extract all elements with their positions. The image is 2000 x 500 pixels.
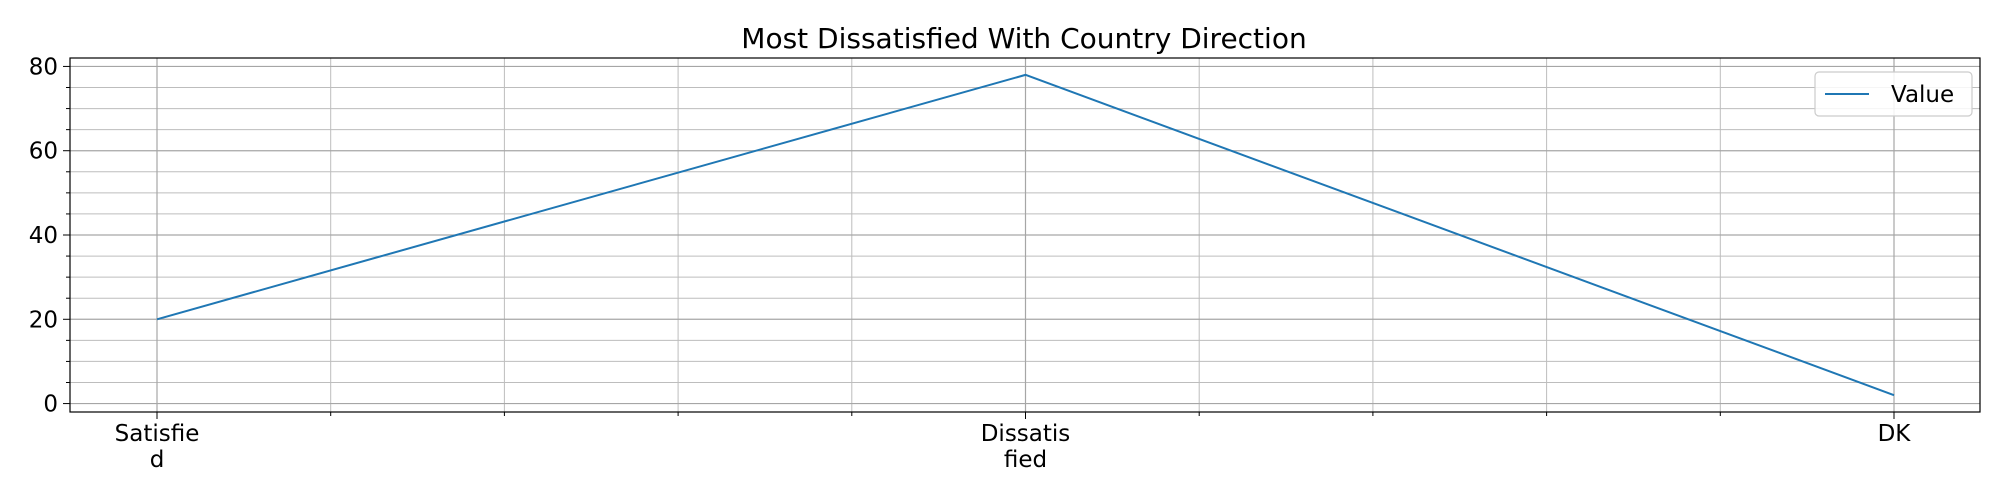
y-tick-label: 80: [29, 54, 58, 80]
y-tick-label: 60: [29, 139, 58, 165]
x-tick-label: d: [150, 447, 165, 473]
chart-title: Most Dissatisfied With Country Direction: [741, 22, 1306, 55]
legend-label: Value: [1891, 82, 1954, 108]
y-tick-label: 0: [43, 392, 58, 418]
major-gridlines: [70, 58, 1980, 412]
y-tick-label: 40: [29, 223, 58, 249]
y-tick-label: 20: [29, 307, 58, 333]
legend-box: [1814, 71, 1973, 117]
x-tick-label: Dissatis: [981, 421, 1071, 447]
x-tick-label: DK: [1878, 421, 1912, 447]
x-tick-label: fied: [1004, 447, 1047, 473]
series-layer: [156, 73, 1895, 397]
legend: Value: [1814, 71, 1973, 117]
x-tick-label: Satisfie: [115, 421, 200, 447]
